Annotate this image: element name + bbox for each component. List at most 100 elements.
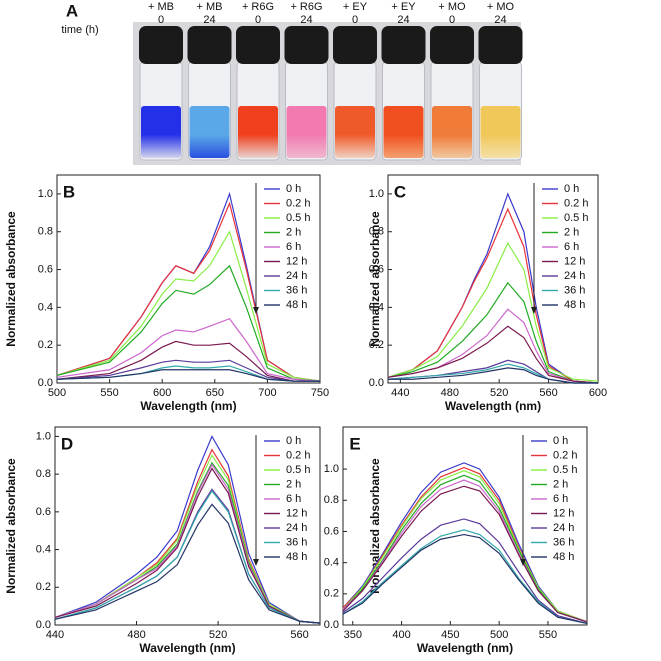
series-line <box>54 435 321 624</box>
vial-label: + MO <box>438 1 466 13</box>
x-tick-label: 500 <box>48 387 66 399</box>
legend-label: 0.5 h <box>564 212 588 224</box>
series-line <box>54 490 321 624</box>
x-axis-title: Wavelength (nm) <box>140 399 236 413</box>
vial-time: 0 <box>255 14 261 26</box>
vial-time: 0 <box>352 14 358 26</box>
vial-time: 24 <box>397 14 409 26</box>
series-line <box>387 207 599 384</box>
legend-label: 48 h <box>564 299 585 311</box>
y-tick-label: 0.8 <box>38 226 53 238</box>
series-line <box>56 369 320 382</box>
series-line <box>342 485 588 623</box>
vial-liquid <box>383 106 424 158</box>
legend-label: 6 h <box>286 241 301 253</box>
series-line <box>54 461 321 624</box>
y-axis-title: Normalized absorbance <box>4 211 18 347</box>
x-tick-label: 700 <box>258 387 276 399</box>
legend-label: 0.5 h <box>286 464 310 476</box>
vial-time: 24 <box>300 14 312 26</box>
legend-label: 0.2 h <box>286 197 310 209</box>
x-tick-label: 650 <box>206 387 224 399</box>
series-line <box>54 467 321 624</box>
vial-label: + MB <box>197 1 223 13</box>
y-tick-label: 1.0 <box>38 188 53 200</box>
y-tick-label: 0.6 <box>36 506 51 518</box>
series-line <box>387 325 599 384</box>
series-line <box>388 367 598 384</box>
y-tick-label: 0.0 <box>369 377 384 389</box>
legend-label: 0.5 h <box>553 464 577 476</box>
vial-time: 24 <box>494 14 506 26</box>
legend-label: 48 h <box>286 299 307 311</box>
x-tick-label: 560 <box>539 387 557 399</box>
legend-label: 24 h <box>564 270 585 282</box>
legend-label: 24 h <box>286 522 307 534</box>
vial-cap <box>236 26 280 64</box>
legend-label: 12 h <box>286 255 307 267</box>
legend-label: 48 h <box>286 551 307 563</box>
x-axis-title: Wavelength (nm) <box>139 641 235 655</box>
legend-label: 0 h <box>564 183 579 195</box>
legend-label: 2 h <box>286 478 301 490</box>
legend-arrow-head <box>520 559 526 566</box>
legend-arrow-head <box>531 307 537 314</box>
x-tick-label: 550 <box>539 629 557 641</box>
y-tick-label: 0.4 <box>369 301 384 313</box>
series-line <box>56 317 321 382</box>
series-line <box>342 470 588 623</box>
series-line <box>342 474 588 623</box>
x-tick-label: 600 <box>589 387 607 399</box>
series-line <box>56 340 320 382</box>
legend-label: 12 h <box>553 507 574 519</box>
legend-label: 24 h <box>553 522 574 534</box>
x-tick-label: 600 <box>153 387 171 399</box>
plot-frame <box>56 174 321 384</box>
series-line <box>387 281 599 384</box>
vial-liquid <box>286 106 327 158</box>
y-tick-label: 0.4 <box>324 557 339 569</box>
x-tick-label: 560 <box>290 629 308 641</box>
vial-liquid <box>238 106 278 158</box>
vial-label: + R6G <box>242 1 274 13</box>
panel-letter: A <box>66 1 78 20</box>
legend-label: 36 h <box>553 536 574 548</box>
vial-liquid <box>432 106 472 158</box>
legend-label: 0 h <box>286 183 301 195</box>
legend-label: 0.2 h <box>286 449 310 461</box>
x-tick-label: 500 <box>490 629 508 641</box>
vial-label: + EY <box>391 1 416 13</box>
legend-label: 6 h <box>553 493 568 505</box>
legend-label: 12 h <box>286 507 307 519</box>
y-tick-label: 0.6 <box>369 263 384 275</box>
legend-label: 2 h <box>553 478 568 490</box>
series-line <box>56 230 321 382</box>
plot-frame <box>54 426 321 626</box>
x-axis-title: Wavelength (nm) <box>417 641 513 655</box>
x-tick-label: 400 <box>392 629 410 641</box>
y-tick-label: 0.2 <box>324 588 339 600</box>
series-line <box>342 533 588 625</box>
vial-label: + EY <box>343 1 368 13</box>
x-tick-label: 550 <box>100 387 118 399</box>
vial-time: 24 <box>203 14 215 26</box>
vial-cap <box>430 26 474 64</box>
legend-label: 2 h <box>286 226 301 238</box>
vial-cap <box>381 26 426 64</box>
x-tick-label: 440 <box>391 387 409 399</box>
time-label: time (h) <box>61 24 98 36</box>
vial-label: + R6G <box>290 1 322 13</box>
legend-label: 36 h <box>286 284 307 296</box>
legend-label: 0.2 h <box>553 449 577 461</box>
series-line <box>54 503 321 624</box>
y-tick-label: 1.0 <box>369 188 384 200</box>
legend-label: 24 h <box>286 270 307 282</box>
legend-label: 36 h <box>286 536 307 548</box>
x-tick-label: 750 <box>311 387 329 399</box>
y-tick-label: 0.6 <box>38 263 53 275</box>
y-tick-label: 0.4 <box>36 543 51 555</box>
y-axis-title: Normalized absorbance <box>4 458 18 594</box>
vial-label: + MB <box>148 1 174 13</box>
